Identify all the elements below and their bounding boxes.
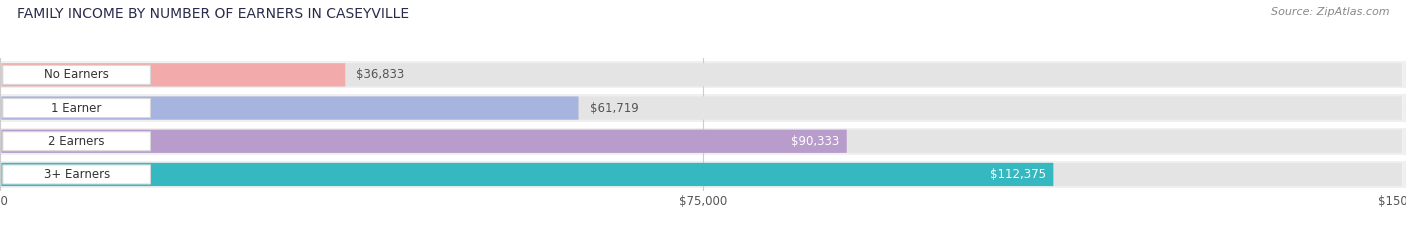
Text: $36,833: $36,833 [357,68,405,81]
Text: 2 Earners: 2 Earners [48,135,105,148]
Text: 3+ Earners: 3+ Earners [44,168,110,181]
FancyBboxPatch shape [1,130,846,153]
Text: No Earners: No Earners [44,68,110,81]
FancyBboxPatch shape [0,161,1406,188]
FancyBboxPatch shape [3,132,150,151]
FancyBboxPatch shape [1,130,1402,153]
FancyBboxPatch shape [1,163,1053,186]
Text: $90,333: $90,333 [792,135,839,148]
Text: Source: ZipAtlas.com: Source: ZipAtlas.com [1271,7,1389,17]
FancyBboxPatch shape [1,63,1402,86]
FancyBboxPatch shape [1,63,346,86]
Text: FAMILY INCOME BY NUMBER OF EARNERS IN CASEYVILLE: FAMILY INCOME BY NUMBER OF EARNERS IN CA… [17,7,409,21]
FancyBboxPatch shape [0,94,1406,122]
Text: $112,375: $112,375 [990,168,1046,181]
FancyBboxPatch shape [3,99,150,118]
FancyBboxPatch shape [3,165,150,184]
FancyBboxPatch shape [1,163,1402,186]
FancyBboxPatch shape [1,96,1402,120]
FancyBboxPatch shape [0,61,1406,89]
FancyBboxPatch shape [0,128,1406,155]
FancyBboxPatch shape [1,96,578,120]
Text: $61,719: $61,719 [589,102,638,115]
Text: 1 Earner: 1 Earner [52,102,101,115]
FancyBboxPatch shape [3,65,150,84]
